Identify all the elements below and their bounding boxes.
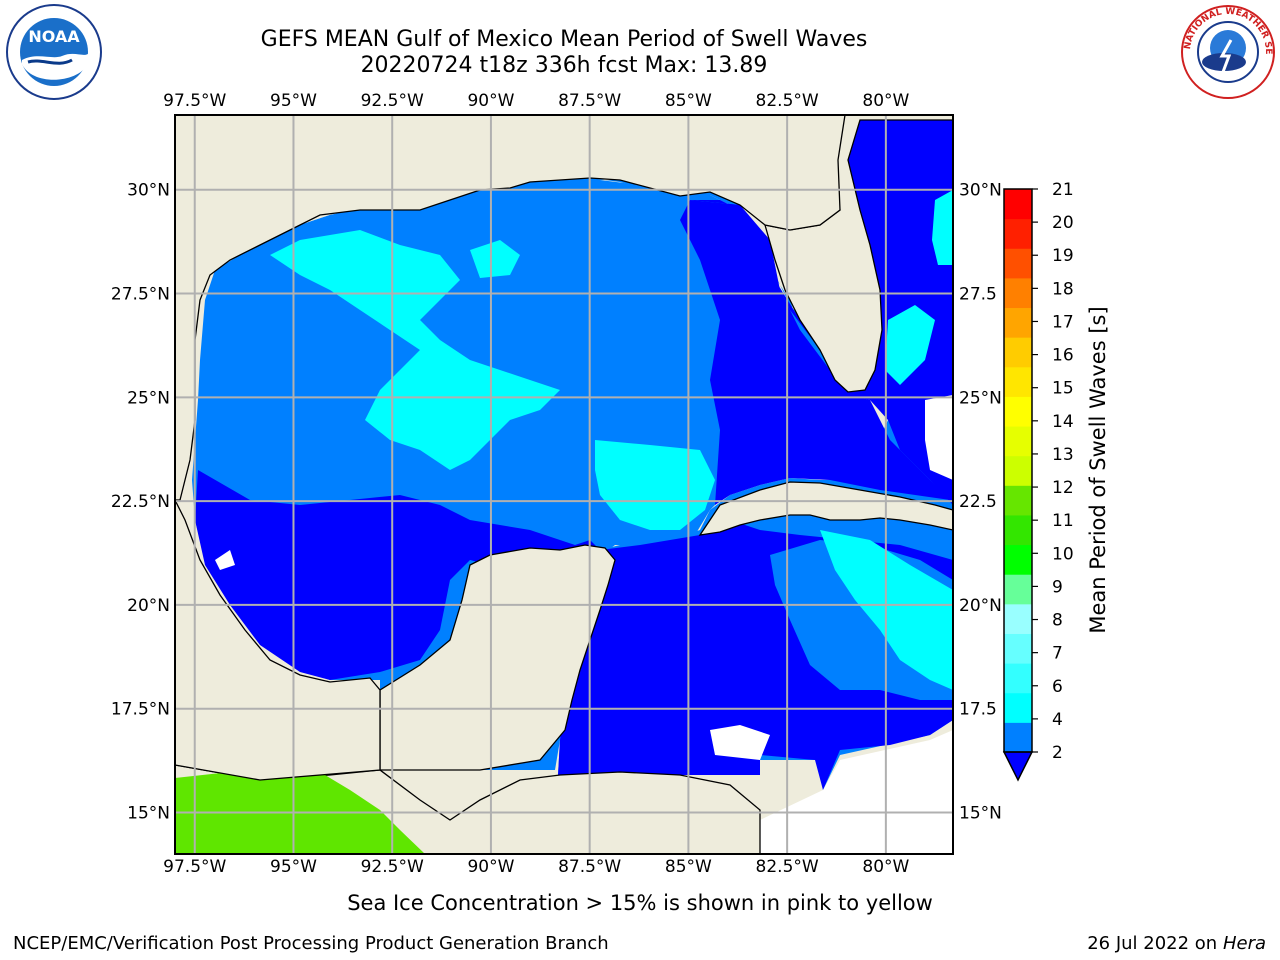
colorbar-segment xyxy=(1004,307,1032,338)
lat-tick-label-left: 22.5°N xyxy=(111,492,170,512)
gulf-cyan-patch-1 xyxy=(595,440,715,530)
colorbar-segment xyxy=(1004,514,1032,546)
missing-data-3 xyxy=(760,730,953,854)
colorbar-underflow-arrow xyxy=(1002,751,1034,782)
colorbar-tick-label: 21 xyxy=(1052,180,1074,200)
lon-tick-label-bottom: 95°W xyxy=(270,857,317,877)
lon-tick-label-bottom: 87.5°W xyxy=(558,857,621,877)
missing-data-2 xyxy=(925,395,953,480)
lat-tick-label-left: 25°N xyxy=(127,388,170,408)
lon-tick-label-bottom: 80°W xyxy=(862,857,909,877)
lon-tick-label-top: 97.5°W xyxy=(163,91,226,111)
chart-title: GEFS MEAN Gulf of Mexico Mean Period of … xyxy=(260,27,868,52)
lon-tick-label-bottom: 85°W xyxy=(665,857,712,877)
lon-tick-label-bottom: 90°W xyxy=(467,857,514,877)
colorbar-tick-label: 9 xyxy=(1052,577,1063,597)
gulf-cyan-patch-3 xyxy=(470,240,520,278)
gulf-west-2-4s xyxy=(195,470,600,680)
colorbar-segment xyxy=(1004,603,1032,634)
colorbar-segment xyxy=(1004,722,1032,753)
colorbar-tick-label: 8 xyxy=(1052,611,1063,631)
map-gridlines xyxy=(175,115,953,854)
footer-date-text: 26 Jul 2022 on xyxy=(1087,933,1223,954)
lat-tick-label-right: 20°N xyxy=(959,596,1002,616)
lon-tick-label-bottom: 97.5°W xyxy=(163,857,226,877)
lat-tick-label-right: 22.5 xyxy=(959,492,997,512)
lon-tick-label-top: 80°W xyxy=(862,91,909,111)
lat-tick-label-right: 15°N xyxy=(959,803,1002,823)
lat-tick-label-right: 30°N xyxy=(959,181,1002,201)
lon-tick-label-top: 92.5°W xyxy=(361,91,424,111)
gulf-cyan-patch-2 xyxy=(270,230,560,470)
gulf-east-2-4s xyxy=(690,115,953,505)
yucatan-land xyxy=(379,544,616,771)
colorbar-tick-label: 12 xyxy=(1052,478,1074,498)
colorbar-frame xyxy=(1003,188,1033,753)
colorbar: 2 4 6 7 8 9 10 11 12 13 14 15 16 17 18 19 20 21 xyxy=(1002,180,1074,782)
lon-tick-label-top: 87.5°W xyxy=(558,91,621,111)
colorbar-segment xyxy=(1004,692,1032,723)
florida-east-cyan xyxy=(885,305,935,385)
lat-tick-label-left: 30°N xyxy=(127,181,170,201)
colorbar-segment xyxy=(1004,455,1032,486)
colorbar-tick-label: 14 xyxy=(1052,412,1074,432)
colorbar-segment xyxy=(1004,189,1032,220)
colorbar-segment xyxy=(1004,485,1032,516)
footer-machine: Hera xyxy=(1222,933,1266,954)
footer-date: 26 Jul 2022 on Hera xyxy=(1087,933,1266,954)
colorbar-segment xyxy=(1004,337,1032,368)
colorbar-segment xyxy=(1004,544,1032,575)
colorbar-segment xyxy=(1004,366,1032,397)
colorbar-tick-label: 7 xyxy=(1052,644,1063,664)
colorbar-tick-label: 15 xyxy=(1052,379,1074,399)
cuba-land xyxy=(698,481,953,536)
chart-subtitle: 20220724 t18z 336h fcst Max: 13.89 xyxy=(360,53,768,78)
lat-tick-label-left: 15°N xyxy=(127,803,170,823)
lat-tick-label-left: 17.5°N xyxy=(111,700,170,720)
noaa-logo: NOAA xyxy=(2,2,106,106)
footer-credit: NCEP/EMC/Verification Post Processing Pr… xyxy=(13,933,609,954)
colorbar-tick-label: 2 xyxy=(1052,743,1063,763)
colorbar-segment xyxy=(1004,396,1032,427)
florida-east-cyan-2 xyxy=(932,190,953,265)
lon-tick-label-bottom: 82.5°W xyxy=(756,857,819,877)
colorbar-tick-label: 18 xyxy=(1052,279,1074,299)
nws-logo: NATIONAL WEATHER SERVICE xyxy=(1173,0,1280,106)
colorbar-tick-label: 19 xyxy=(1052,246,1074,266)
colorbar-segment xyxy=(1004,248,1032,279)
lon-tick-label-top: 90°W xyxy=(467,91,514,111)
colorbar-tick-label: 4 xyxy=(1052,710,1063,730)
map-frame xyxy=(174,114,954,855)
colorbar-tick-label: 16 xyxy=(1052,346,1074,366)
noaa-logo-text: NOAA xyxy=(28,27,80,46)
colorbar-tick-label: 17 xyxy=(1052,312,1074,332)
missing-data-4 xyxy=(215,550,235,570)
lat-tick-label-left: 27.5°N xyxy=(111,285,170,305)
lat-tick-label-right: 27.5 xyxy=(959,285,997,305)
missing-data-1 xyxy=(710,725,770,760)
lon-tick-label-top: 95°W xyxy=(270,91,317,111)
lon-tick-label-bottom: 92.5°W xyxy=(361,857,424,877)
lat-tick-label-left: 20°N xyxy=(127,596,170,616)
lat-tick-label-right: 25°N xyxy=(959,388,1002,408)
colorbar-tick-label: 6 xyxy=(1052,677,1063,697)
colorbar-tick-label: 13 xyxy=(1052,445,1074,465)
gulf-central-2-4s xyxy=(680,200,950,505)
colorbar-segment xyxy=(1004,663,1032,694)
mexico-west-land xyxy=(175,499,381,781)
lon-tick-label-top: 85°W xyxy=(665,91,712,111)
colorbar-tick-label: 20 xyxy=(1052,213,1074,233)
colorbar-tick-label: 11 xyxy=(1052,511,1074,531)
colorbar-segment xyxy=(1004,218,1032,249)
colorbar-axis-label: Mean Period of Swell Waves [s] xyxy=(1086,306,1110,634)
lon-tick-label-top: 82.5°W xyxy=(756,91,819,111)
lat-tick-label-right: 17.5 xyxy=(959,700,997,720)
colorbar-segment xyxy=(1004,574,1032,605)
colorbar-segment xyxy=(1004,426,1032,457)
colorbar-segment xyxy=(1004,277,1032,309)
colorbar-tick-label: 10 xyxy=(1052,544,1074,564)
sea-ice-footnote: Sea Ice Concentration > 15% is shown in … xyxy=(347,891,933,915)
colorbar-segment xyxy=(1004,633,1032,664)
